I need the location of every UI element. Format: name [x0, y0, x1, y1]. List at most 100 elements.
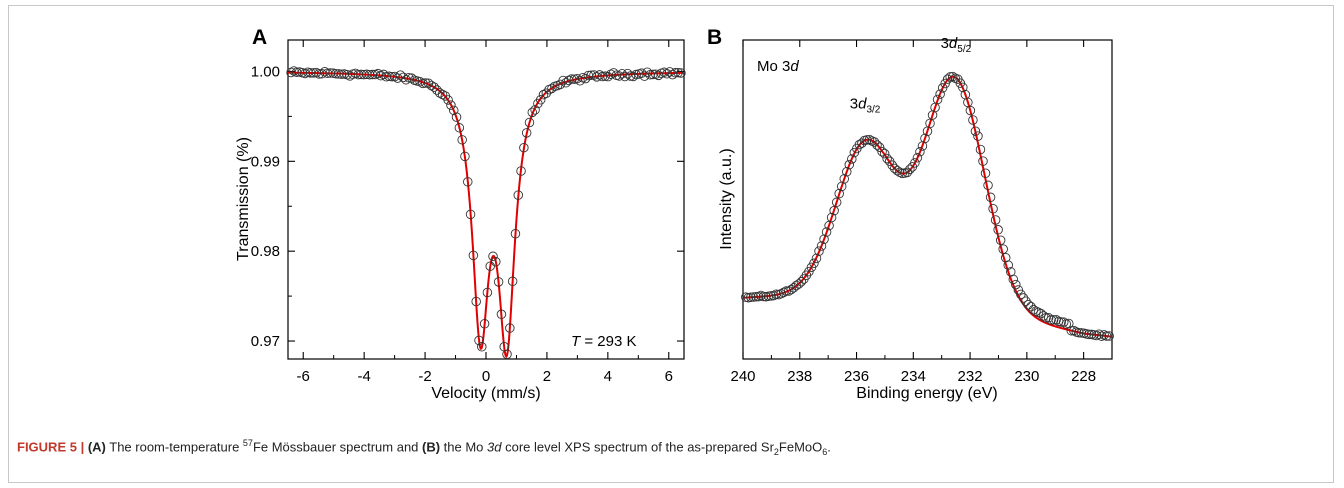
- panel-a-point: [513, 190, 524, 200]
- panel-b-point: [968, 115, 978, 125]
- panel-a-xtick-label: -6: [297, 368, 310, 385]
- panel-b-point: [1041, 313, 1051, 323]
- panel-b-plot-frame: [742, 39, 1113, 360]
- panel-a-ytick-label: 0.99: [251, 153, 280, 170]
- panel-b-point: [983, 180, 993, 191]
- panel-a-point: [443, 95, 453, 105]
- panel-b-point: [935, 89, 945, 99]
- panel-a-point: [491, 257, 501, 267]
- caption-text-3: the Mo: [440, 439, 488, 455]
- panel-b: B 240 238 236 234 232 230 228 Binding energy (…: [707, 26, 1114, 402]
- panel-a-label: A: [252, 26, 267, 49]
- panel-b-point: [970, 126, 981, 136]
- panel-b-point: [1094, 329, 1104, 339]
- panel-a-point: [507, 276, 518, 287]
- panel-a-point: [628, 71, 639, 82]
- peak-label-sub: 5/2: [957, 44, 971, 55]
- panel-a-point: [454, 123, 465, 133]
- panel-b-point: [821, 227, 832, 237]
- panel-b-point: [844, 159, 855, 170]
- panel-a-fit-curve: [287, 71, 685, 359]
- panel-b-point: [829, 205, 839, 216]
- panel-b-point: [1031, 306, 1041, 316]
- figure-number: FIGURE 5 |: [17, 439, 85, 455]
- panel-b-point: [1058, 317, 1069, 327]
- peak-label-sub: 3/2: [866, 105, 880, 116]
- panel-a-point: [420, 78, 431, 88]
- panel-a-point: [527, 107, 538, 118]
- panel-b-label: B: [707, 26, 722, 49]
- caption-part-a: (A): [87, 439, 106, 455]
- panel-b-point: [834, 188, 844, 199]
- panel-a-ytick-label: 0.97: [251, 333, 280, 350]
- panel-a-point: [482, 287, 493, 298]
- peak-label-orbital: d: [949, 35, 958, 52]
- panel-b-point: [1091, 330, 1102, 341]
- panel-b-point: [842, 167, 852, 177]
- panel-b-data-points: [741, 71, 1114, 341]
- panel-b-point: [980, 168, 991, 179]
- peak-label-orbital: d: [858, 96, 867, 113]
- panel-a-point: [488, 251, 498, 262]
- panel-b-point: [912, 153, 923, 163]
- panel-b-point: [874, 142, 885, 152]
- panel-b-point: [1043, 313, 1054, 323]
- panel-a-point: [493, 277, 504, 287]
- panel-b-point: [905, 164, 915, 175]
- caption-text-1: The room-temperature: [105, 439, 243, 455]
- panel-a-point: [457, 135, 467, 145]
- panel-b-point: [1023, 300, 1034, 310]
- panel-a-point: [404, 73, 414, 83]
- panel-b-point: [1066, 326, 1077, 336]
- panel-a-xtick-label: -4: [357, 368, 370, 385]
- panel-a: A -6 -4 -2 0 2 4 6 0.97 0.98 0.99 1.00 Velocity (m…: [235, 26, 686, 402]
- panel-b-point: [826, 212, 837, 223]
- panel-a-point: [477, 342, 487, 352]
- panel-a-xlabel: Velocity (mm/s): [431, 385, 540, 402]
- panel-b-xlabel: Binding energy (eV): [856, 385, 997, 402]
- panel-a-point: [434, 88, 445, 98]
- panel-b-point: [902, 167, 913, 178]
- panel-a-ytick-label: 1.00: [251, 63, 280, 80]
- panel-b-point: [1003, 260, 1013, 270]
- panel-a-point: [468, 250, 479, 261]
- panel-a-ylabel: Transmission (%): [235, 137, 252, 261]
- panel-b-point: [796, 276, 807, 287]
- panel-b-point: [1104, 331, 1114, 341]
- panel-b-point: [988, 204, 998, 214]
- panel-b-ticks: 240 238 236 234 232 230 228: [730, 40, 1113, 385]
- panel-b-point: [1051, 315, 1061, 325]
- panel-b-point: [758, 291, 769, 302]
- panel-b-point: [1021, 296, 1031, 307]
- figure-frame: [8, 5, 1334, 483]
- panel-b-point: [973, 131, 983, 141]
- caption-text-5: FeMoO: [778, 439, 823, 455]
- panel-a-point: [502, 349, 512, 359]
- panel-a-point: [524, 117, 535, 128]
- caption-sub-1: 2: [773, 446, 779, 457]
- panel-b-point: [1101, 331, 1112, 341]
- panel-b-point: [1013, 285, 1024, 295]
- panel-b-point: [879, 148, 890, 159]
- panel-b-point: [1000, 253, 1011, 263]
- panel-a-point: [448, 105, 459, 116]
- panel-a-point: [460, 151, 470, 162]
- panel-a-point: [547, 83, 557, 94]
- panel-a-annotation: T = 293 K: [571, 333, 636, 350]
- panel-b-point: [872, 140, 882, 150]
- panel-a-point: [395, 70, 406, 80]
- panel-a-xtick-label: -2: [418, 368, 431, 385]
- panel-a-point: [451, 112, 462, 122]
- panel-a-ticks: -6 -4 -2 0 2 4 6 0.97 0.98 0.99 1.00: [251, 40, 684, 385]
- panel-a-xtick-label: 6: [665, 368, 673, 385]
- temperature-value: = 293 K: [580, 333, 636, 350]
- panel-b-point: [1099, 330, 1109, 340]
- panel-b-point: [887, 160, 897, 170]
- panel-a-point: [530, 105, 540, 115]
- panel-b-point: [975, 144, 986, 155]
- peak-label-5-2: 3d5/2: [941, 35, 972, 55]
- panel-b-point: [882, 153, 892, 164]
- panel-b-point: [1033, 307, 1044, 318]
- panel-b-point: [915, 147, 925, 157]
- figure-caption: FIGURE 5 | (A) The room-temperature 57Fe…: [17, 438, 831, 457]
